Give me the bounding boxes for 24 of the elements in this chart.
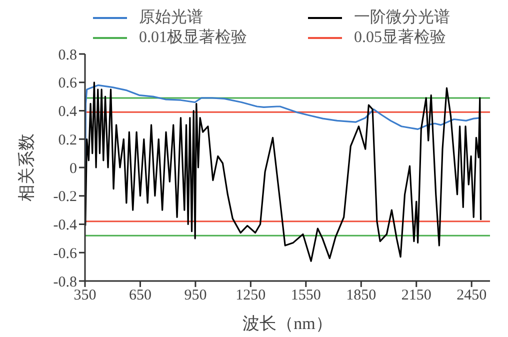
x-tick-label: 1850 — [346, 288, 376, 304]
x-tick-label: 950 — [184, 288, 207, 304]
y-tick-label: -0.8 — [53, 274, 77, 290]
y-tick-label: 0.8 — [58, 47, 77, 64]
y-axis-title: 相关系数 — [17, 134, 36, 202]
x-tick-label: 650 — [128, 288, 152, 304]
y-tick-label: 0.6 — [58, 76, 78, 92]
legend-label: 一阶微分光谱 — [354, 8, 450, 28]
x-tick-label: 1250 — [236, 288, 266, 304]
x-tick-label: 2450 — [456, 288, 487, 304]
legend-label: 原始光谱 — [139, 8, 203, 28]
y-tick-label: -0.2 — [53, 189, 77, 206]
y-tick-label: 0.4 — [58, 104, 78, 120]
x-tick-label: 2150 — [401, 288, 432, 304]
x-tick-label: 350 — [74, 288, 96, 304]
y-tick-label: -0.4 — [53, 218, 78, 234]
x-tick-label: 1550 — [290, 288, 321, 304]
legend-label: 0.05显著检验 — [354, 28, 446, 48]
legend-label: 0.01极显著检验 — [139, 28, 247, 48]
y-tick-label: 0.2 — [58, 132, 77, 148]
y-tick-label: 0 — [70, 160, 77, 177]
y-tick-label: -0.6 — [53, 246, 78, 262]
x-axis-title: 波长（nm） — [242, 314, 332, 333]
line-series — [85, 82, 482, 262]
